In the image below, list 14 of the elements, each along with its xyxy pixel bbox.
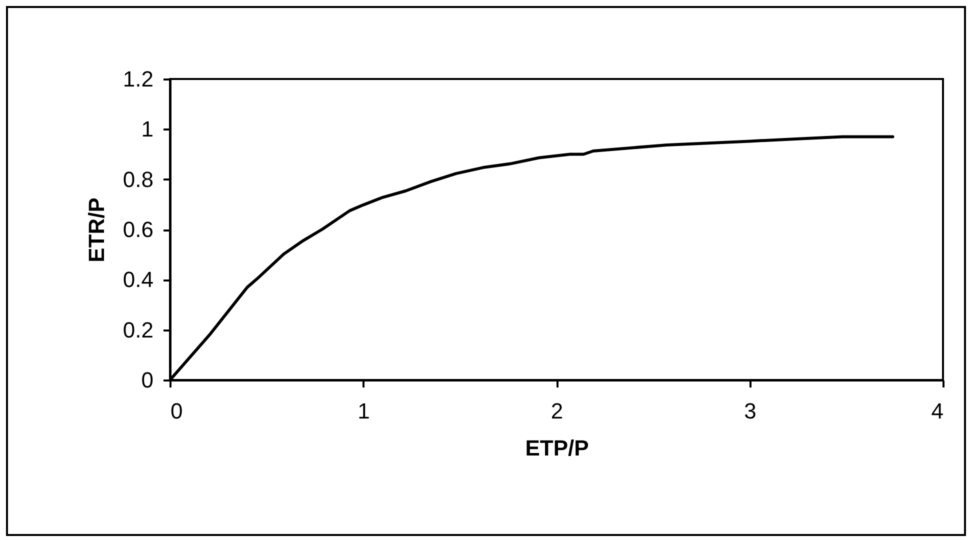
x-tick-label: 3 [744,398,756,424]
y-axis-title: ETR/P [84,198,109,262]
x-tick-label: 1 [358,398,370,424]
y-tick-label: 0.8 [122,166,154,192]
y-tick-label: 0 [141,368,154,392]
y-tick-label: 1 [141,116,154,142]
y-tick-label: 1.2 [122,66,154,92]
x-tick-label: 4 [931,398,944,424]
y-tick-label: 0.6 [122,217,154,242]
x-tick-label: 2 [550,398,564,424]
y-tick-label: 0.2 [122,317,154,342]
y-tick-label: 0.4 [122,267,154,292]
x-tick-label: 0 [170,398,183,424]
x-axis-title: ETP/P [525,436,589,460]
